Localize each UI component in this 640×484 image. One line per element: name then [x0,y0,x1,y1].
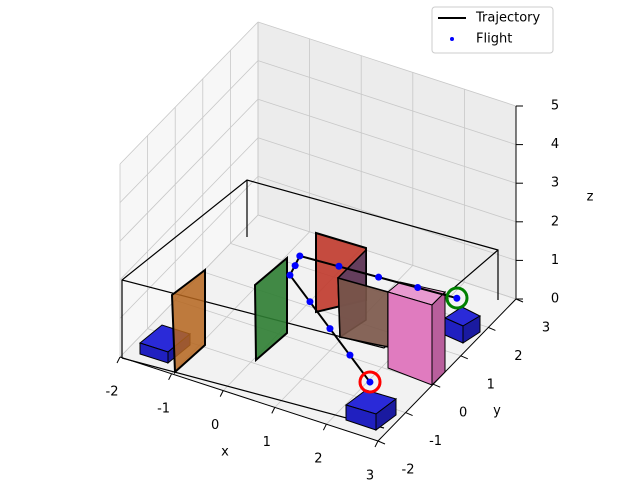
flight-point [453,294,461,302]
z-tick-label: 4 [551,137,559,152]
obstacle [387,291,433,386]
x-tick-label: 2 [314,452,322,467]
tick-mark [168,373,173,381]
x-axis-label: x [221,445,229,460]
pad [375,398,397,431]
start-marker [358,370,382,394]
flight-point [335,262,343,270]
z-tick-label: 0 [551,292,559,307]
tick-mark [405,412,413,417]
tick-mark [322,423,327,431]
z-tick-label: 2 [551,214,559,229]
x-tick-label: -2 [106,385,119,400]
flight-point [306,298,314,306]
tick-mark [219,390,224,397]
panes [120,22,516,441]
obstacle [253,255,288,363]
grid-line [119,21,259,165]
outline [121,249,499,349]
tick-mark [116,356,121,364]
tick-mark [271,407,276,414]
z-tick-label: 3 [551,176,559,191]
grid-line [257,98,517,184]
legend: Trajectory Flight [431,6,554,54]
x-tick-label: 0 [211,418,219,433]
obstacle [170,267,206,375]
y-tick-label: -1 [429,434,442,449]
x-tick-label: 3 [366,469,374,481]
y-tick-label: 0 [459,406,467,421]
pad [462,315,481,344]
grid-line [175,299,434,385]
flight-point [414,284,422,291]
grid-line [119,137,259,281]
grid-line [257,176,517,261]
data [286,252,461,386]
x-tick-label: -1 [157,401,170,416]
flight-point [291,262,299,270]
labels: x y z [221,190,593,460]
grid-line [119,176,259,319]
tick-mark [488,326,496,331]
obstacle [431,290,446,387]
grid-line [257,21,517,107]
goal-marker [445,286,469,310]
flight-point [296,252,304,260]
y-axis [377,298,517,442]
grid-line [257,214,517,300]
grid-line [257,137,517,223]
left-pane [120,22,258,357]
flight-point [326,325,334,333]
back-pane [258,22,516,299]
z-tick-label: 1 [551,253,559,268]
flight-point [286,271,294,279]
grid-line [119,60,259,203]
z-axis-label: z [587,190,594,205]
y-tick-label: 2 [514,349,522,364]
tick-mark [377,440,386,445]
grid-line [257,60,517,145]
x-tick-label: 1 [263,435,271,450]
grid-line [119,98,259,242]
flight-point [375,273,383,281]
flight-point [366,378,374,386]
z-tick-label: 5 [551,99,559,114]
flight-point [346,351,354,359]
y-tick-label: 1 [487,377,495,392]
y-tick-label: 3 [542,321,550,336]
legend-swatch [450,37,454,41]
legend-label: Trajectory [475,11,540,26]
tick-mark [433,383,441,388]
tick-mark [374,440,379,448]
y-axis-label: y [493,404,501,419]
y-tick-label: -2 [402,463,415,478]
outline [121,357,385,429]
x-axis [119,356,379,442]
tick-mark [460,355,468,360]
legend-label: Flight [476,32,512,47]
